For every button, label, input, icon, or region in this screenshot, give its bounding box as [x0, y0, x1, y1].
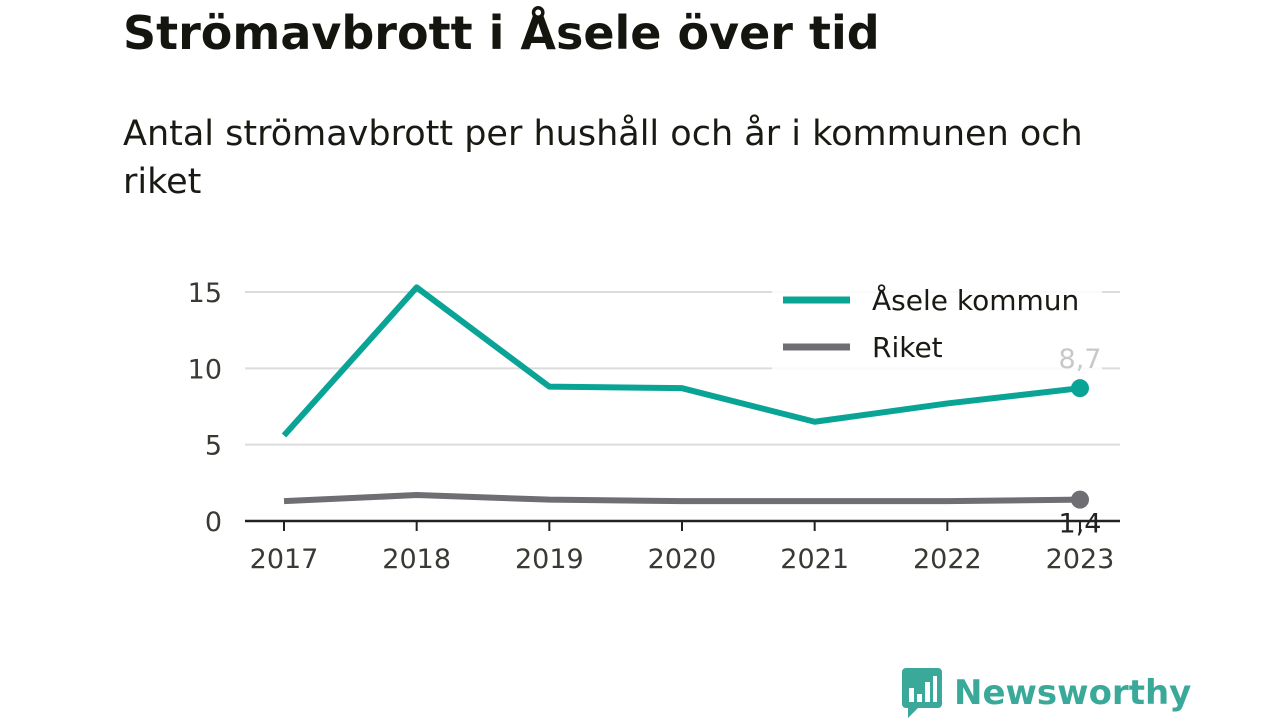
x-tick-label: 2023 [1046, 544, 1115, 575]
legend: Åsele kommun Riket [772, 276, 1102, 376]
chart-subtitle: Antal strömavbrott per hushåll och år i … [123, 114, 1083, 202]
x-tick-label: 2020 [648, 544, 717, 575]
bar-chart-bubble-icon [902, 668, 942, 718]
series-line-0 [281, 284, 1081, 438]
legend-label: Åsele kommun [872, 283, 1079, 317]
series-end-point [1071, 379, 1089, 398]
x-tick-label: 2017 [250, 544, 319, 575]
newsworthy-logo: Newsworthy [902, 668, 1191, 718]
series-end-point [1071, 490, 1089, 509]
x-tick-label: 2019 [515, 544, 584, 575]
legend-background [772, 276, 1102, 376]
end-label: 1,4 [1059, 509, 1102, 540]
y-tick-label: 15 [188, 278, 222, 309]
brand-name: Newsworthy [954, 673, 1192, 713]
y-axis-ticks: 0 5 10 15 [188, 278, 222, 538]
x-tick-label: 2018 [382, 544, 451, 575]
series-line-1 [283, 492, 1081, 505]
y-tick-label: 5 [205, 431, 222, 462]
chart-title: Strömavbrott i Åsele över tid [123, 6, 880, 60]
end-labels: 8,7 1,4 [1059, 344, 1102, 539]
x-tick-label: 2021 [780, 544, 849, 575]
series-lines [281, 284, 1089, 509]
y-tick-label: 0 [205, 507, 222, 538]
legend-label: Riket [872, 331, 943, 364]
x-tick-label: 2022 [913, 544, 982, 575]
end-label: 8,7 [1059, 344, 1102, 375]
y-tick-label: 10 [188, 354, 222, 385]
x-axis: 2017 2018 2019 2020 2021 2022 2023 [245, 519, 1120, 575]
